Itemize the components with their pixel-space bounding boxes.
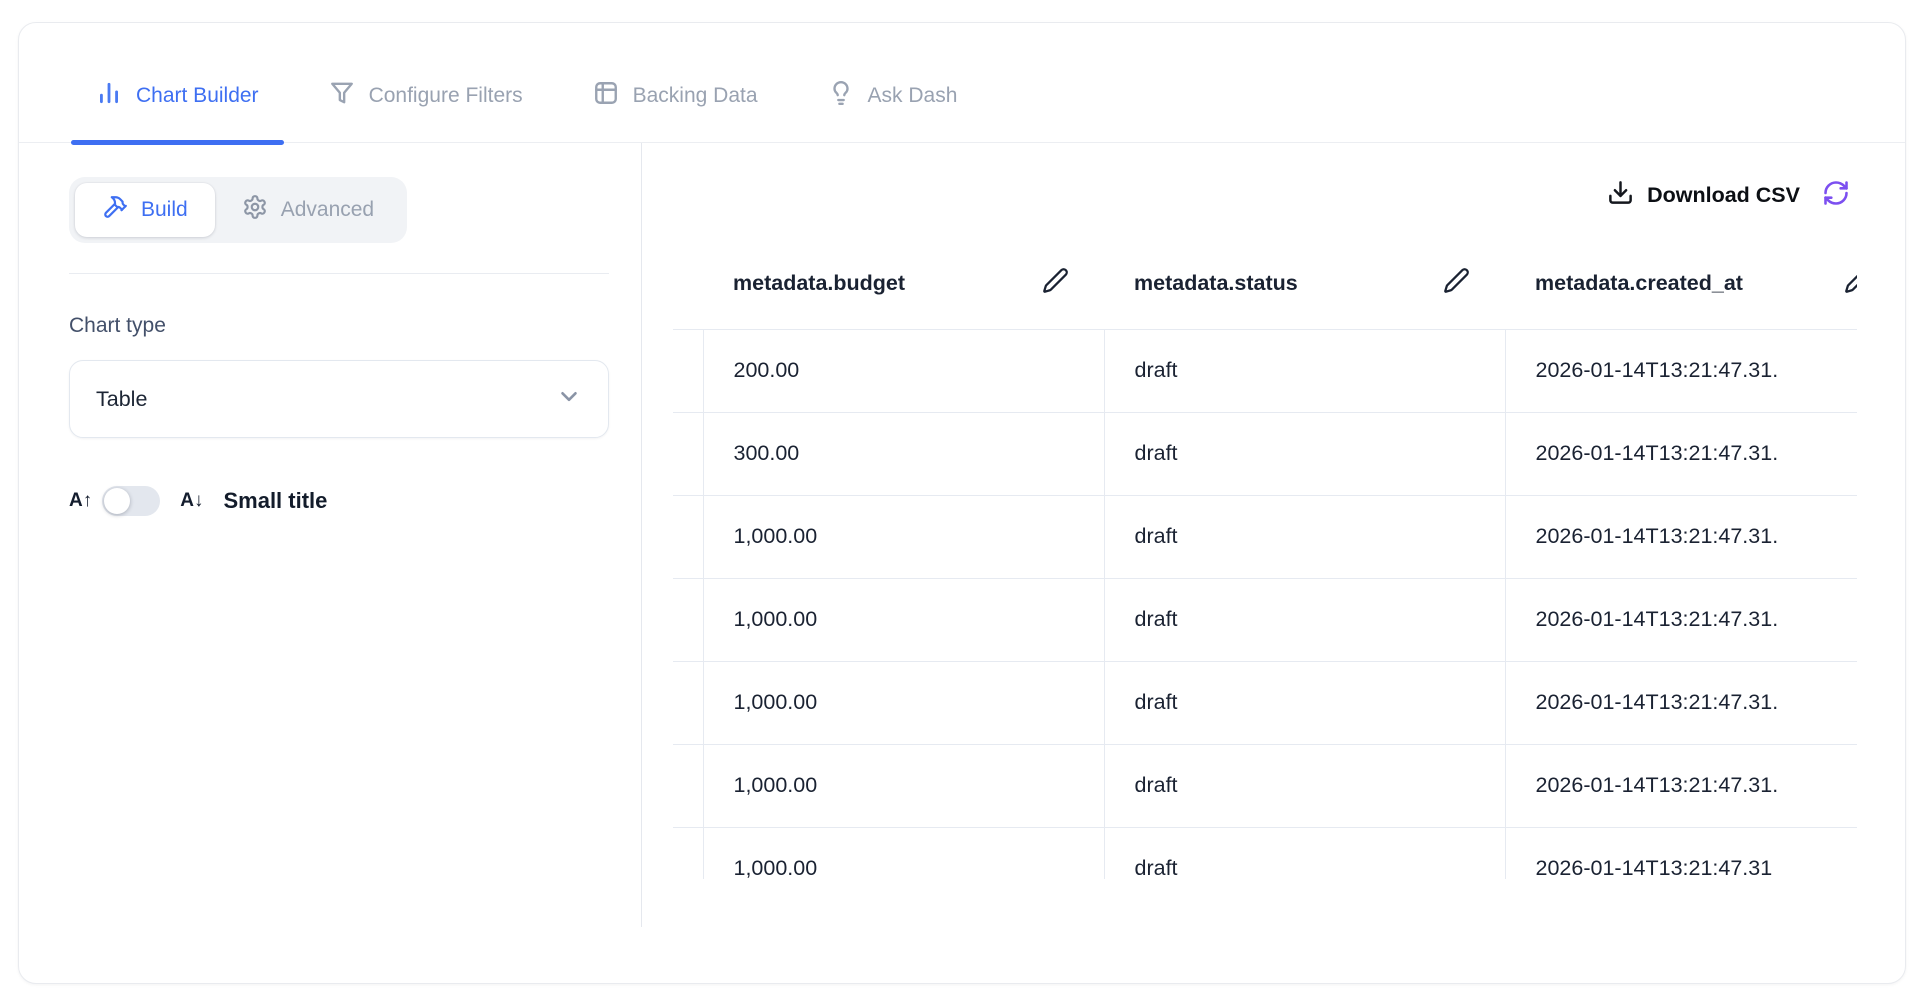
tab-label: Configure Filters	[368, 84, 523, 107]
table-row: 200.00 draft 2026-01-14T13:21:47.31.	[673, 328, 1857, 412]
row-handle-cell	[673, 743, 703, 827]
chart-type-select[interactable]: Table	[69, 360, 609, 438]
row-handle-cell	[673, 328, 703, 412]
row-handle-cell	[673, 494, 703, 578]
build-button[interactable]: Build	[75, 183, 215, 237]
row-handle-cell	[673, 660, 703, 744]
status-cell: draft	[1103, 743, 1505, 827]
budget-cell: 1,000.00	[702, 743, 1104, 827]
build-button-label: Build	[141, 198, 188, 221]
status-cell: draft	[1103, 411, 1505, 495]
refresh-button[interactable]	[1822, 179, 1850, 212]
content-area: Build Advanced Chart type Table	[19, 143, 1905, 955]
edit-column-icon[interactable]	[1844, 267, 1857, 300]
toggle-knob	[104, 488, 131, 514]
created-at-cell: 2026-01-14T13:21:47.31.	[1504, 494, 1857, 578]
download-icon	[1607, 179, 1634, 212]
tab-label: Ask Dash	[867, 84, 958, 107]
status-cell: draft	[1103, 826, 1505, 879]
table-row: 1,000.00 draft 2026-01-14T13:21:47.31	[673, 826, 1857, 879]
mode-segmented-control: Build Advanced	[69, 177, 408, 243]
refresh-icon	[1822, 179, 1850, 212]
status-cell: draft	[1103, 660, 1505, 744]
bar-chart-icon	[96, 80, 122, 112]
data-table-viewport[interactable]: metadata.budget	[673, 239, 1857, 879]
small-title-row: A↑ A↓ Small title	[69, 486, 641, 516]
row-handle-cell	[673, 577, 703, 661]
chevron-down-icon	[556, 383, 582, 415]
row-handle-cell	[673, 411, 703, 495]
column-header-label: metadata.status	[1134, 271, 1298, 296]
advanced-button-label: Advanced	[280, 198, 375, 221]
tab-label: Chart Builder	[136, 84, 259, 107]
builder-panel: Build Advanced Chart type Table	[19, 143, 642, 927]
chart-type-label: Chart type	[69, 314, 166, 337]
text-size-up-icon: A↓	[180, 490, 204, 511]
tab-chart-builder[interactable]: Chart Builder	[71, 80, 284, 145]
created-at-cell: 2026-01-14T13:21:47.31.	[1504, 660, 1857, 744]
budget-cell: 1,000.00	[702, 494, 1104, 578]
small-title-label: Small title	[223, 488, 328, 513]
hammer-icon	[102, 194, 128, 226]
budget-cell: 200.00	[702, 328, 1104, 412]
tab-ask-dash[interactable]: Ask Dash	[803, 80, 983, 142]
download-csv-button[interactable]: Download CSV	[1607, 179, 1800, 212]
table-row: 300.00 draft 2026-01-14T13:21:47.31.	[673, 411, 1857, 495]
status-cell: draft	[1103, 577, 1505, 661]
budget-cell: 1,000.00	[702, 577, 1104, 661]
edit-column-icon[interactable]	[1042, 267, 1069, 300]
edit-column-icon[interactable]	[1443, 267, 1470, 300]
created-at-cell: 2026-01-14T13:21:47.31.	[1504, 577, 1857, 661]
status-cell: draft	[1103, 494, 1505, 578]
table-row: 1,000.00 draft 2026-01-14T13:21:47.31.	[673, 494, 1857, 578]
tab-label: Backing Data	[632, 84, 758, 107]
text-size-down-icon: A↑	[69, 490, 93, 511]
created-at-cell: 2026-01-14T13:21:47.31.	[1504, 411, 1857, 495]
budget-cell: 1,000.00	[702, 660, 1104, 744]
table-row: 1,000.00 draft 2026-01-14T13:21:47.31.	[673, 660, 1857, 744]
table-body: 200.00 draft 2026-01-14T13:21:47.31. 300.00…	[673, 328, 1857, 879]
small-title-toggle[interactable]	[102, 486, 161, 516]
panel-divider	[69, 273, 609, 274]
tab-configure-filters[interactable]: Configure Filters	[304, 80, 548, 142]
chart-type-selected-value: Table	[96, 386, 148, 411]
created-at-cell: 2026-01-14T13:21:47.31	[1504, 826, 1857, 879]
table-row: 1,000.00 draft 2026-01-14T13:21:47.31.	[673, 743, 1857, 827]
data-panel: Download CSV	[642, 143, 1905, 955]
gear-icon	[242, 194, 268, 226]
row-handle-cell	[673, 826, 703, 879]
column-header-label: metadata.created_at	[1535, 271, 1743, 296]
column-header-created-at: metadata.created_at	[1505, 239, 1857, 329]
data-table: metadata.budget	[673, 239, 1857, 879]
column-header-budget: metadata.budget	[703, 239, 1104, 329]
table-icon	[593, 80, 619, 112]
budget-cell: 300.00	[702, 411, 1104, 495]
row-handle-header	[673, 239, 703, 329]
created-at-cell: 2026-01-14T13:21:47.31.	[1504, 328, 1857, 412]
table-actions: Download CSV	[673, 177, 1905, 213]
column-header-status: metadata.status	[1104, 239, 1505, 329]
advanced-button[interactable]: Advanced	[215, 183, 401, 237]
lightbulb-icon	[828, 80, 854, 112]
tab-backing-data[interactable]: Backing Data	[568, 80, 783, 142]
budget-cell: 1,000.00	[702, 826, 1104, 879]
column-header-label: metadata.budget	[733, 271, 906, 296]
table-row: 1,000.00 draft 2026-01-14T13:21:47.31.	[673, 577, 1857, 661]
chart-builder-card: Chart Builder Configure Filters Backing …	[18, 22, 1906, 984]
table-header-row: metadata.budget	[673, 239, 1857, 329]
created-at-cell: 2026-01-14T13:21:47.31.	[1504, 743, 1857, 827]
status-cell: draft	[1103, 328, 1505, 412]
tab-bar: Chart Builder Configure Filters Backing …	[19, 23, 1905, 145]
download-csv-label: Download CSV	[1647, 182, 1800, 207]
funnel-icon	[329, 80, 355, 112]
